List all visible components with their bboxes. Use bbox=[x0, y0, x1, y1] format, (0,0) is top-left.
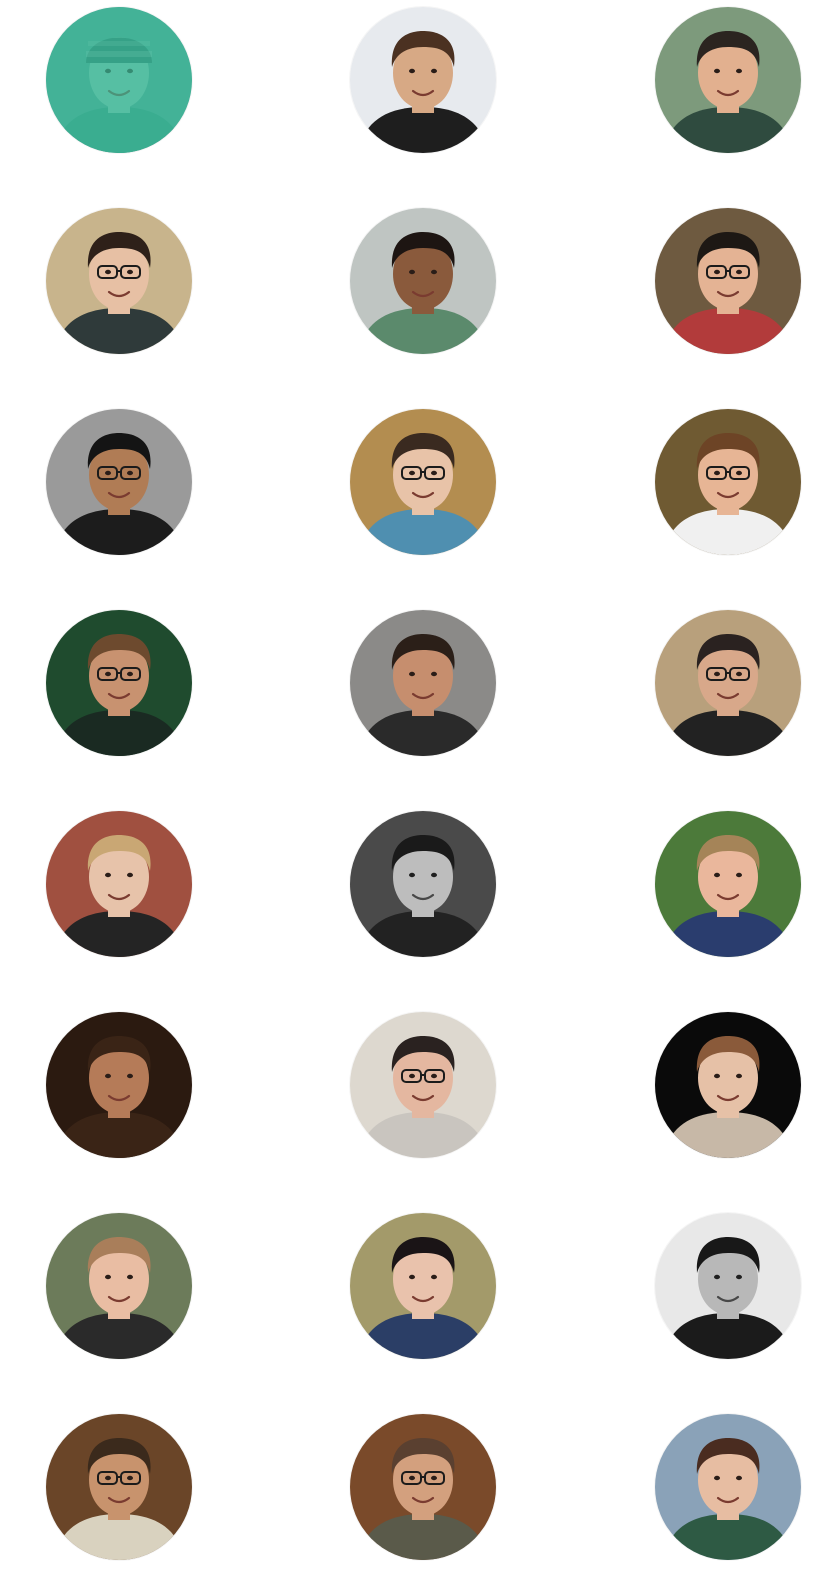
portrait-image bbox=[46, 610, 192, 756]
portrait-image bbox=[350, 610, 496, 756]
team-member-8-avatar[interactable] bbox=[350, 409, 496, 555]
portrait-image bbox=[655, 1414, 801, 1560]
team-member-10-avatar[interactable] bbox=[46, 610, 192, 756]
team-member-18-avatar[interactable] bbox=[655, 1012, 801, 1158]
portrait-image bbox=[655, 1012, 801, 1158]
team-member-17-avatar[interactable] bbox=[350, 1012, 496, 1158]
team-member-5-avatar[interactable] bbox=[350, 208, 496, 354]
portrait-image bbox=[350, 1414, 496, 1560]
team-member-24-avatar[interactable] bbox=[655, 1414, 801, 1560]
team-member-1-avatar[interactable] bbox=[46, 7, 192, 153]
portrait-image bbox=[655, 208, 801, 354]
portrait-image bbox=[46, 1012, 192, 1158]
team-member-16-avatar[interactable] bbox=[46, 1012, 192, 1158]
team-member-7-avatar[interactable] bbox=[46, 409, 192, 555]
portrait-image bbox=[46, 208, 192, 354]
team-member-19-avatar[interactable] bbox=[46, 1213, 192, 1359]
portrait-image bbox=[655, 610, 801, 756]
team-member-9-avatar[interactable] bbox=[655, 409, 801, 555]
team-member-22-avatar[interactable] bbox=[46, 1414, 192, 1560]
portrait-image bbox=[655, 1213, 801, 1359]
portrait-image bbox=[350, 7, 496, 153]
hover-highlight-overlay bbox=[46, 7, 192, 153]
portrait-image bbox=[655, 7, 801, 153]
team-member-14-avatar[interactable] bbox=[350, 811, 496, 957]
portrait-image bbox=[46, 1414, 192, 1560]
team-member-4-avatar[interactable] bbox=[46, 208, 192, 354]
team-member-15-avatar[interactable] bbox=[655, 811, 801, 957]
portrait-image bbox=[46, 409, 192, 555]
portrait-image bbox=[46, 1213, 192, 1359]
team-member-11-avatar[interactable] bbox=[350, 610, 496, 756]
team-member-12-avatar[interactable] bbox=[655, 610, 801, 756]
portrait-image bbox=[350, 208, 496, 354]
portrait-image bbox=[350, 409, 496, 555]
portrait-image bbox=[350, 1012, 496, 1158]
portrait-image bbox=[655, 811, 801, 957]
team-member-23-avatar[interactable] bbox=[350, 1414, 496, 1560]
portrait-image bbox=[46, 811, 192, 957]
team-member-6-avatar[interactable] bbox=[655, 208, 801, 354]
portrait-image bbox=[655, 409, 801, 555]
team-member-2-avatar[interactable] bbox=[350, 7, 496, 153]
team-member-13-avatar[interactable] bbox=[46, 811, 192, 957]
team-member-3-avatar[interactable] bbox=[655, 7, 801, 153]
portrait-image bbox=[350, 1213, 496, 1359]
portrait-image bbox=[350, 811, 496, 957]
team-member-20-avatar[interactable] bbox=[350, 1213, 496, 1359]
team-member-21-avatar[interactable] bbox=[655, 1213, 801, 1359]
